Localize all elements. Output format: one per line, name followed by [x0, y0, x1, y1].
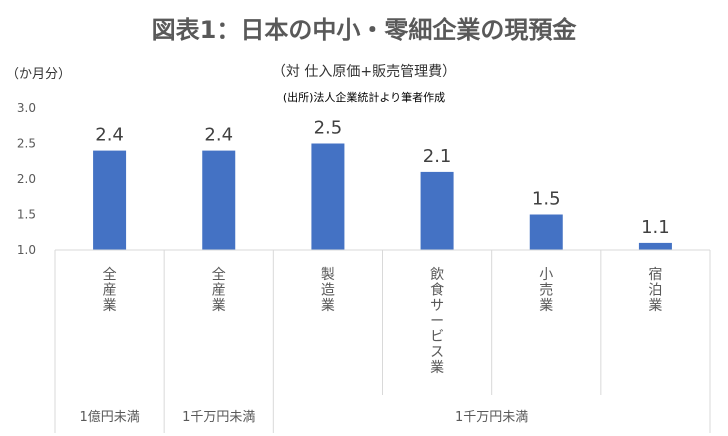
group-label: 1千万円未満 — [182, 410, 255, 425]
bar — [202, 150, 236, 250]
group-label: 1億円未満 — [79, 409, 139, 425]
data-labels: 2.4 2.4 2.5 2.1 1.5 1.1 — [95, 118, 669, 238]
bars — [93, 143, 672, 250]
data-label: 1.5 — [532, 189, 561, 210]
data-label: 2.5 — [314, 118, 343, 139]
y-axis: 1.0 1.5 2.0 2.5 3.0 — [17, 101, 36, 257]
y-tick-label: 1.5 — [17, 208, 36, 222]
y-tick-label: 2.0 — [17, 172, 36, 186]
category-label: 全産業 — [212, 266, 226, 314]
data-label: 2.1 — [423, 146, 452, 167]
bar — [638, 242, 672, 250]
bar — [311, 143, 345, 250]
y-tick-label: 3.0 — [17, 101, 36, 115]
y-tick-label: 2.5 — [17, 137, 36, 151]
y-tick-label: 1.0 — [17, 243, 36, 257]
data-label: 2.4 — [204, 125, 233, 146]
category-label: 飲食サービス業 — [430, 267, 444, 376]
category-label: 全産業 — [103, 266, 117, 314]
category-label: 小売業 — [539, 267, 553, 314]
bar — [529, 214, 563, 250]
bar — [93, 150, 127, 250]
x-axis: 全産業 全産業 製造業 飲食サービス業 小売業 宿泊業 1億円未満 1千万円未満 1千万円未満 — [54, 249, 711, 433]
category-label: 宿泊業 — [648, 266, 662, 314]
bar — [420, 171, 454, 250]
y-axis-label: （か月分） — [6, 67, 71, 82]
chart-title: 図表1：日本の中小・零細企業の現預金 — [152, 16, 578, 44]
group-label: 1千万円未満 — [455, 410, 528, 425]
chart-source: (出所)法人企業統計より筆者作成 — [283, 90, 445, 104]
chart-subtitle: （対 仕入原価+販売管理費） — [272, 64, 456, 80]
data-label: 2.4 — [95, 125, 124, 146]
category-label: 製造業 — [321, 267, 335, 314]
data-label: 1.1 — [641, 217, 670, 238]
